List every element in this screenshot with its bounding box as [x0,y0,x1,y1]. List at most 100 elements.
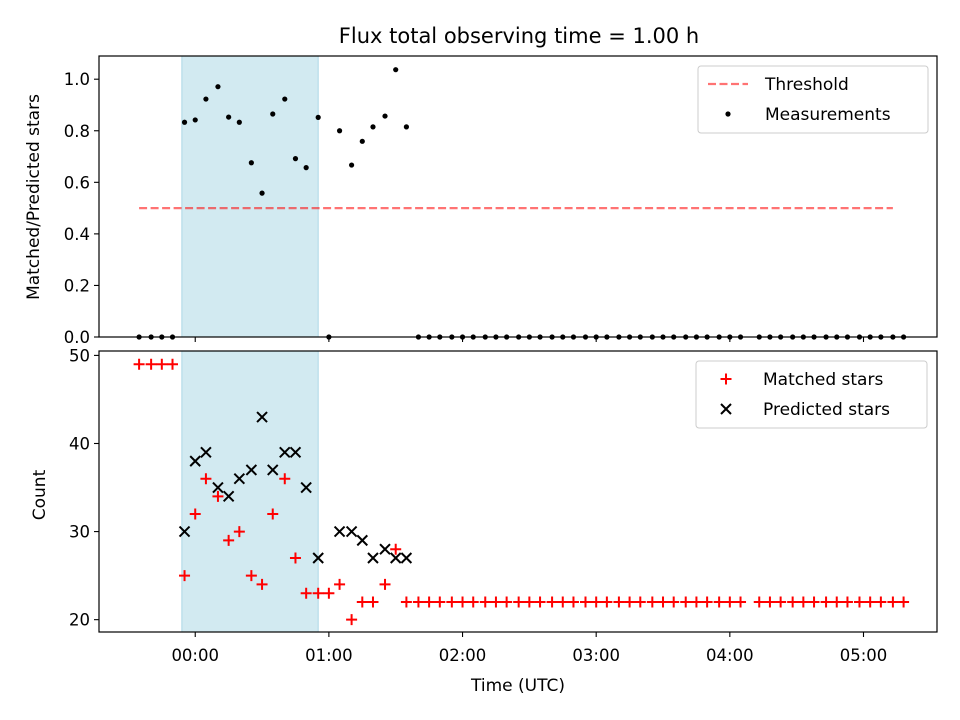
matched-star-point [167,358,179,370]
predicted-star-point [367,552,379,564]
predicted-star-point [279,446,291,459]
legend-measurements-swatch [725,111,731,117]
predicted-star-point [189,455,201,467]
top-legend [697,65,929,134]
measurement-point [282,96,288,102]
matched-star-point [223,534,235,546]
matched-star-point [753,596,765,608]
matched-star-point [567,596,579,608]
matched-star-point [808,596,820,608]
matched-star-point [334,578,346,590]
matched-star-point [300,587,312,599]
bottom-legend-label: Predicted stars [763,400,890,420]
measurement-point [248,160,254,166]
matched-star-point [546,596,558,608]
matched-star-point [764,596,776,608]
bottom-x-tick-label: 02:00 [439,646,487,665]
top-legend-label: Threshold [764,75,849,95]
matched-star-point [356,596,368,608]
matched-star-point [624,596,636,608]
predicted-star-point [379,543,391,555]
matched-star-point [841,596,853,608]
matched-star-point [601,596,613,608]
matched-star-point [613,596,625,608]
matched-star-point [479,596,491,608]
predicted-star-point [200,446,212,459]
matched-star-point [513,596,525,608]
matched-star-point [323,587,335,599]
matched-star-point [797,596,809,608]
top-panel: 0.0 0.2 0.4 0.6 0.8 1.0 Threshold Measurements [64,55,938,347]
matched-star-point [179,570,191,582]
matched-star-point [787,596,799,608]
predicted-star-point [222,490,235,503]
matched-star-point [898,596,910,608]
legend-matched-swatch [720,373,732,385]
matched-star-point [775,596,787,608]
matched-star-point [256,578,268,590]
matched-star-point [875,596,887,608]
top-y-tick-label: 1.0 [64,70,90,89]
chart-title: Flux total observing time = 1.00 h [339,24,699,48]
matched-star-point [390,543,402,555]
matched-star-point [557,596,569,608]
measurement-point [315,114,321,120]
bottom-x-tick-label: 04:00 [706,646,754,665]
top-y-tick-label: 0.8 [64,122,90,141]
top-y-tick-label: 0.6 [64,173,90,192]
measurement-point [259,190,265,196]
matched-star-point [289,552,301,564]
bottom-panel: 20 30 40 50 00:00 01:00 02:00 03:00 04:00 05:00 Ma… [69,346,938,665]
matched-star-point [133,358,145,370]
matched-star-point [887,596,899,608]
matched-star-point [423,596,435,608]
top-y-tick-label: 0.4 [64,225,90,244]
matched-star-point [820,596,832,608]
bottom-x-tick-label: 01:00 [305,646,353,665]
bottom-legend [695,360,928,429]
matched-star-point [713,596,725,608]
matched-star-point [312,587,324,599]
predicted-star-point [400,552,413,564]
matched-star-point [657,596,669,608]
matched-star-point [467,596,479,608]
matched-star-point [831,596,843,608]
matched-star-point [200,473,212,485]
matched-star-point [864,596,876,608]
matched-star-point [523,596,535,608]
predicted-star-point [333,525,346,538]
top-y-axis-label: Matched/Predicted stars [24,94,44,300]
predicted-star-point [312,552,324,564]
matched-star-point [668,596,680,608]
measurement-point [192,117,198,123]
top-legend-label: Measurements [765,105,891,125]
matched-star-point [501,596,513,608]
top-y-tick-label: 0.0 [64,328,90,347]
matched-star-point [646,596,658,608]
measurement-point [292,156,299,162]
measurement-point [382,113,388,119]
matched-star-point [367,596,379,608]
matched-star-point [724,596,736,608]
matched-star-point [701,596,713,608]
x-axis-label: Time (UTC) [470,676,565,696]
predicted-star-point [212,481,224,494]
bottom-legend-label: Matched stars [763,370,883,390]
measurement-point [393,67,399,73]
bottom-y-tick-label: 30 [69,523,90,542]
measurement-point [349,162,355,168]
predicted-star-point [267,464,279,476]
matched-star-point [457,596,469,608]
bottom-x-tick-label: 05:00 [840,646,888,665]
measurement-point [303,165,309,171]
matched-star-point [590,596,602,608]
matched-star-point [412,596,424,608]
matched-star-point [212,490,224,502]
bottom-x-tick-label: 03:00 [572,646,620,665]
matched-star-point [634,596,646,608]
measurement-point [181,119,188,125]
bottom-y-axis-label: Count [30,469,50,520]
bottom-shaded-span [181,350,319,633]
bottom-x-tick-label: 00:00 [171,646,219,665]
